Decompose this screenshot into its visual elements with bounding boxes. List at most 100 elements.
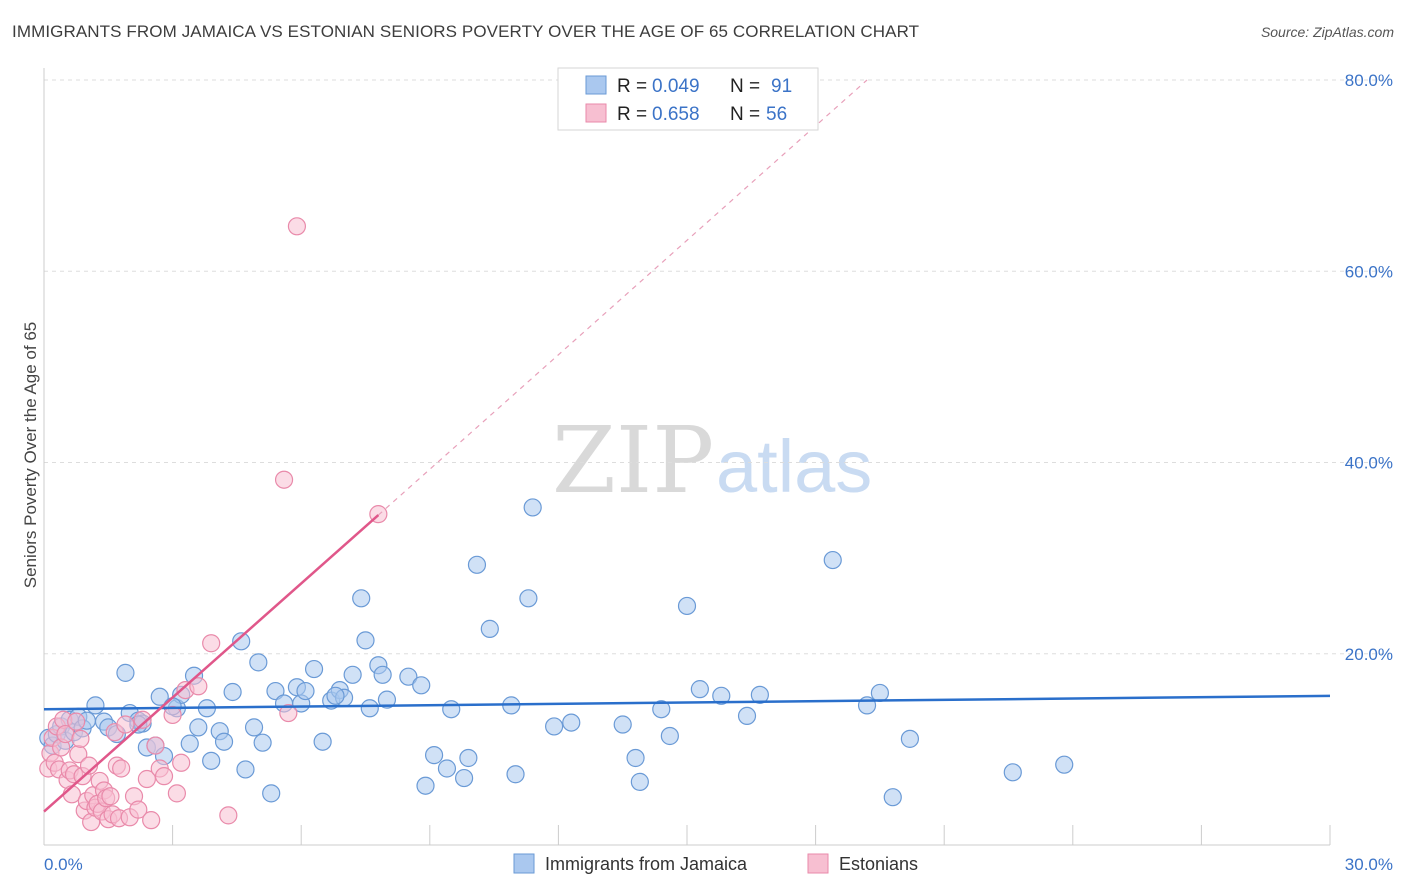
point-estonian-50: [219, 806, 238, 825]
point-jamaica-66: [506, 765, 525, 784]
point-estonian-46: [167, 784, 186, 803]
point-jamaica-73: [652, 700, 671, 719]
point-estonian-48: [189, 677, 208, 696]
point-jamaica-42: [296, 681, 315, 701]
point-jamaica-60: [442, 700, 461, 719]
point-jamaica-63: [467, 555, 487, 574]
point-jamaica-80: [823, 550, 842, 570]
legend-n-value-1: 91: [771, 76, 792, 97]
point-jamaica-31: [223, 682, 242, 702]
point-jamaica-86: [1055, 755, 1074, 774]
point-jamaica-51: [360, 699, 379, 718]
point-jamaica-82: [870, 683, 890, 703]
point-jamaica-75: [677, 596, 697, 616]
legend-r-value-1: 0.049: [652, 76, 700, 97]
point-jamaica-34: [244, 718, 264, 737]
point-estonian-38: [129, 800, 148, 819]
point-jamaica-59: [437, 759, 457, 778]
point-jamaica-55: [399, 667, 418, 686]
point-jamaica-77: [712, 686, 731, 705]
point-jamaica-67: [519, 589, 538, 608]
watermark-zip: ZIP: [552, 407, 714, 514]
point-jamaica-57: [416, 776, 435, 795]
y-tick-label-3: 80.0%: [1345, 71, 1393, 90]
series-legend: Immigrants from Jamaica Estonians: [513, 853, 918, 874]
point-jamaica-10: [86, 696, 105, 715]
series-swatch-jamaica: [513, 853, 535, 874]
point-jamaica-26: [189, 718, 208, 737]
y-tick-label-1: 40.0%: [1345, 454, 1393, 473]
chart-title: IMMIGRANTS FROM JAMAICA VS ESTONIAN SENI…: [12, 22, 920, 41]
point-jamaica-61: [454, 768, 474, 788]
point-jamaica-35: [249, 653, 268, 672]
point-jamaica-90: [523, 498, 542, 517]
legend-r-value-2: 0.658: [652, 104, 700, 125]
watermark-atlas: atlas: [716, 425, 872, 508]
series-swatch-estonians: [807, 853, 829, 874]
point-estonian-39: [133, 710, 152, 729]
point-estonian-53: [287, 217, 307, 236]
trend-line-estonians: [43, 514, 380, 813]
point-jamaica-71: [626, 748, 645, 768]
point-jamaica-24: [180, 734, 199, 753]
point-jamaica-38: [266, 681, 285, 701]
point-jamaica-44: [313, 732, 332, 751]
point-jamaica-70: [613, 715, 632, 734]
legend-n-label-2: N =: [730, 104, 760, 125]
y-axis-label: Seniors Poverty Over the Age of 65: [21, 322, 40, 588]
y-tick-label-2: 60.0%: [1345, 262, 1393, 281]
point-jamaica-49: [352, 589, 371, 608]
point-jamaica-48: [343, 665, 362, 684]
point-jamaica-62: [459, 748, 478, 768]
point-jamaica-50: [356, 631, 375, 650]
point-estonian-41: [142, 811, 161, 830]
point-jamaica-53: [373, 665, 392, 684]
point-estonian-35: [116, 715, 135, 734]
point-jamaica-14: [116, 663, 135, 682]
y-tick-label-0: 20.0%: [1345, 645, 1393, 664]
point-estonian-34: [112, 759, 131, 778]
legend-swatch-blue: [585, 75, 607, 95]
x-tick-label-max: 30.0%: [1345, 855, 1393, 874]
y-tick-labels: 20.0% 40.0% 60.0% 80.0%: [1345, 71, 1393, 664]
point-estonian-52: [279, 703, 298, 723]
trend-line-jamaica: [43, 694, 1331, 711]
point-estonian-45: [163, 705, 182, 725]
point-jamaica-83: [883, 788, 902, 807]
point-jamaica-54: [377, 690, 397, 709]
point-jamaica-72: [630, 772, 649, 791]
data-points: [39, 217, 1074, 832]
grid-lines: [44, 79, 1390, 655]
point-jamaica-20: [150, 687, 169, 706]
point-jamaica-33: [236, 760, 255, 779]
point-estonian-29: [101, 787, 120, 806]
point-jamaica-68: [545, 717, 564, 736]
legend-n-value-2: 56: [766, 104, 787, 125]
point-jamaica-69: [562, 713, 581, 732]
point-jamaica-89: [326, 686, 345, 705]
legend-r-label-2: R =: [617, 104, 647, 125]
point-estonian-49: [202, 634, 221, 653]
point-jamaica-58: [424, 746, 444, 765]
correlation-legend: R = 0.049 N = 91 R = 0.658 N = 56: [557, 67, 819, 131]
point-jamaica-32: [232, 632, 251, 651]
legend-swatch-pink: [585, 103, 607, 123]
point-jamaica-84: [900, 729, 920, 748]
point-estonian-13: [67, 712, 86, 731]
point-jamaica-56: [412, 676, 431, 695]
axes: [43, 68, 1331, 846]
point-jamaica-78: [737, 706, 757, 726]
point-jamaica-79: [750, 685, 769, 704]
series-label-jamaica: Immigrants from Jamaica: [545, 854, 748, 874]
point-jamaica-30: [214, 732, 234, 751]
point-jamaica-36: [253, 733, 272, 752]
point-estonian-40: [137, 769, 156, 789]
point-jamaica-74: [660, 726, 679, 746]
series-label-estonians: Estonians: [839, 854, 918, 874]
point-estonian-42: [146, 736, 165, 755]
legend-n-label-1: N =: [730, 76, 760, 97]
point-jamaica-28: [202, 751, 221, 770]
point-estonian-51: [274, 470, 294, 489]
point-jamaica-76: [690, 680, 709, 699]
